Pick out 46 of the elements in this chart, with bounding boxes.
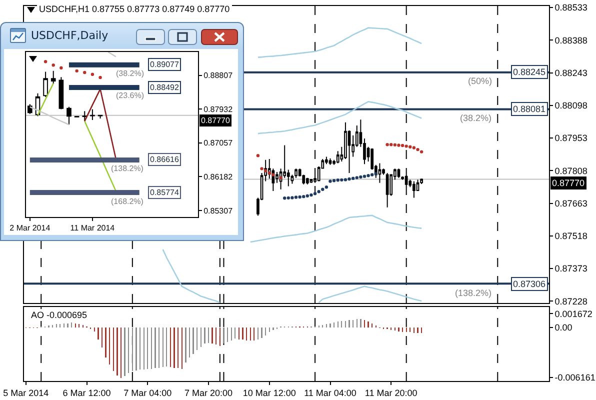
ref-line-label: 0.88081	[513, 104, 546, 114]
y-tick-label: 0.001672	[554, 308, 592, 319]
annotation: (38.2%)	[460, 113, 492, 123]
x-tick-label: 10 Mar 12:00	[242, 388, 296, 398]
x-tick-label: 2 Mar 2014	[10, 224, 51, 233]
y-tick-label: -0.006161	[554, 372, 596, 383]
y-tick-label: 0.87663	[554, 198, 588, 208]
series-label: (38.2%)	[116, 69, 144, 78]
y-tick-label: 0.87373	[554, 264, 588, 274]
x-tick-label: 6 Mar 12:00	[62, 388, 111, 398]
ref-line-label: 0.88245	[513, 67, 546, 77]
data-label: 0.85774	[150, 188, 180, 197]
ref-line-label: 0.87770	[552, 178, 585, 188]
data-label: 0.88492	[150, 83, 180, 92]
series-label: (168.2%)	[111, 197, 144, 206]
chart-title: USDCHF,Daily	[31, 28, 108, 44]
chart-title: AO -0.000695	[29, 310, 90, 321]
y-tick-label: 0.88388	[554, 35, 588, 46]
y-tick-label: 0.88243	[554, 68, 588, 78]
x-tick-label: 7 Mar 04:00	[124, 388, 172, 398]
y-tick-label: 0.87932	[204, 104, 234, 114]
ref-line-label: 0.87306	[513, 279, 546, 289]
y-tick-label: 0.87808	[554, 166, 588, 176]
x-tick-label: 5 Mar 2014	[3, 388, 49, 398]
data-label: 0.89077	[150, 60, 180, 69]
y-tick-label: 0.88807	[204, 71, 234, 80]
y-tick-label: 0.87228	[554, 296, 588, 306]
x-tick-label: 11 Mar 04:00	[304, 388, 356, 398]
annotation: (50%)	[468, 76, 492, 86]
series-label: (138.2%)	[111, 164, 144, 173]
x-tick-label: 11 Mar 2014	[70, 224, 116, 233]
y-tick-label: 0.87953	[554, 133, 588, 144]
chart-title: USDCHF,H1 0.87755 0.87773 0.87749 0.87770	[37, 4, 232, 15]
y-tick-label: 0.87057	[204, 138, 234, 148]
y-tick-label: 0.88533	[554, 2, 588, 13]
y-tick-label: 0.00	[554, 322, 572, 332]
annotation: (138.2%)	[455, 288, 492, 298]
y-tick-label: 0.88098	[554, 100, 588, 111]
y-tick-label: 0.85307	[204, 206, 234, 216]
y-tick-label: 0.87518	[554, 231, 588, 242]
y-tick-label: 0.86182	[204, 172, 234, 182]
x-tick-label: 11 Mar 20:00	[364, 388, 418, 398]
series-label: (23.6%)	[116, 91, 144, 100]
ref-line-label: 0.87770	[201, 116, 230, 125]
data-label: 0.86616	[150, 155, 180, 164]
x-tick-label: 7 Mar 20:00	[184, 388, 233, 398]
